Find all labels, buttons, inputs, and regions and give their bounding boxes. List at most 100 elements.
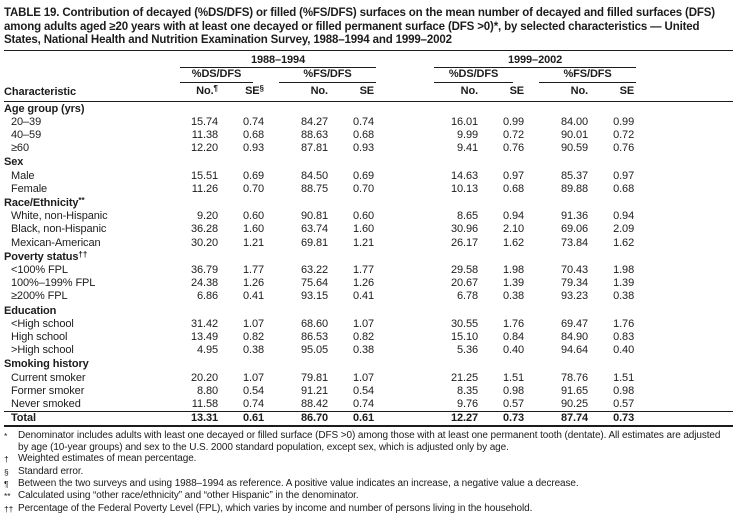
footnote-text: Standard error. <box>18 465 84 477</box>
column-gap <box>376 264 434 277</box>
cell-value: 79.81 <box>300 371 328 384</box>
table-row: Black, non-Hispanic 36.28 1.60 63.74 1.60 30.… <box>4 223 733 236</box>
spacer-cell <box>636 129 733 142</box>
table-row: >High school 4.95 0.38 95.05 0.38 5.36 0.40 94.… <box>4 344 733 357</box>
cell-value: 30.55 <box>451 317 479 330</box>
cell-value: 0.60 <box>353 210 375 223</box>
cell-value: 0.40 <box>613 344 635 357</box>
row-label: 100%–199% FPL <box>11 277 96 290</box>
col-header-no: No.¶ <box>180 82 220 102</box>
table-row: ≥60 12.20 0.93 87.81 0.93 9.41 0.76 90.59 0.76 <box>4 142 733 155</box>
cell-value: 0.76 <box>503 142 525 155</box>
table-row: 40–59 11.38 0.68 88.63 0.68 9.99 0.72 90.01 0.72 <box>4 129 733 142</box>
cell-value: 1.07 <box>353 371 375 384</box>
cell-value: 4.95 <box>196 344 218 357</box>
footnote-text: Percentage of the Federal Poverty Level … <box>18 502 533 514</box>
cell-value: 31.42 <box>190 317 218 330</box>
column-gap <box>376 318 434 331</box>
cell-value: 12.20 <box>190 142 218 155</box>
cell-value: 11.58 <box>191 397 218 410</box>
measure-group-dsdfs-1: %DS/DFS <box>180 67 266 83</box>
cell-value: 15.10 <box>451 330 479 343</box>
footnote-marker: ¶ <box>4 479 9 489</box>
cell-value: 90.59 <box>561 142 589 155</box>
cell-value: 93.15 <box>300 290 328 303</box>
table-row: <100% FPL 36.79 1.77 63.22 1.77 29.58 1.98 70.4… <box>4 264 733 277</box>
row-label: Former smoker <box>11 384 85 397</box>
cell-value: 0.61 <box>220 411 266 428</box>
cell-value: 0.57 <box>503 397 525 410</box>
cell-value: 87.74 <box>526 411 591 428</box>
row-label: Mexican-American <box>11 236 101 249</box>
row-label: <100% FPL <box>11 263 68 276</box>
row-label: Black, non-Hispanic <box>11 223 107 236</box>
column-gap <box>376 129 434 142</box>
cell-value: 0.98 <box>613 384 635 397</box>
col-header-se: SE§ <box>220 82 266 102</box>
spacer-cell <box>636 82 733 102</box>
table-title: TABLE 19. Contribution of decayed (%DS/D… <box>4 7 733 51</box>
column-gap <box>376 344 434 357</box>
row-label: 20–39 <box>11 115 42 128</box>
footnote-marker: § <box>4 466 9 477</box>
spacer-cell <box>4 67 180 83</box>
cell-value: 89.88 <box>561 182 589 195</box>
spacer-cell <box>636 142 733 155</box>
table-row: 100%–199% FPL 24.38 1.26 75.64 1.26 20.67 1.39… <box>4 277 733 290</box>
cell-value: 88.42 <box>300 397 328 410</box>
cell-value: 13.31 <box>180 411 220 428</box>
cell-value: 0.97 <box>613 169 635 182</box>
year-group-1999-2002: 1999–2002 <box>434 50 637 68</box>
cell-value: 1.77 <box>242 263 264 276</box>
cell-value: 0.70 <box>242 182 264 195</box>
cell-value: 0.83 <box>613 330 635 343</box>
spacer-cell <box>636 116 733 129</box>
column-gap <box>376 142 434 155</box>
section-header-row: Race/Ethnicity** <box>4 196 733 210</box>
row-label: Female <box>11 182 48 195</box>
spacer-cell <box>636 372 733 385</box>
cell-value: 0.99 <box>613 115 635 128</box>
cell-value: 0.69 <box>353 169 375 182</box>
row-label: Male <box>11 169 35 182</box>
cell-value: 1.21 <box>242 236 264 249</box>
row-label: <High school <box>11 317 74 330</box>
table-row: Male 15.51 0.69 84.50 0.69 14.63 0.97 85.37 0.97 <box>4 170 733 183</box>
row-label: White, non-Hispanic <box>11 210 108 223</box>
cell-value: 1.07 <box>242 371 264 384</box>
cell-value: 1.39 <box>503 277 525 290</box>
cell-value: 9.20 <box>196 210 218 223</box>
measure-group-fsdfs-2: %FS/DFS <box>526 67 637 83</box>
cell-value: 0.38 <box>353 344 375 357</box>
cell-value: 0.54 <box>242 384 264 397</box>
cell-value: 0.38 <box>242 344 264 357</box>
cell-value: 0.72 <box>613 128 635 141</box>
cell-value: 14.63 <box>451 169 479 182</box>
section-header-row: Age group (yrs) <box>4 101 733 116</box>
cell-value: 15.51 <box>190 169 218 182</box>
cell-value: 9.76 <box>457 397 479 410</box>
footnote: ¶ Between the two surveys and using 1988… <box>4 478 733 490</box>
cell-value: 1.39 <box>613 277 635 290</box>
row-label: Never smoked <box>11 397 81 410</box>
cell-value: 91.21 <box>300 384 328 397</box>
cell-value: 1.60 <box>242 223 264 236</box>
cell-value: 84.90 <box>561 330 589 343</box>
row-label: ≥60 <box>11 142 29 155</box>
section-label: Smoking history <box>4 358 89 371</box>
section-label: Education <box>4 304 57 317</box>
col-header-no: No. <box>266 82 330 102</box>
cell-value: 0.93 <box>353 142 375 155</box>
spacer-cell <box>636 51 733 68</box>
footnote: †† Percentage of the Federal Poverty Lev… <box>4 503 733 514</box>
cell-value: 90.25 <box>561 397 589 410</box>
cell-value: 94.64 <box>561 344 589 357</box>
cell-value: 91.36 <box>561 210 589 223</box>
cell-value: 0.72 <box>503 128 525 141</box>
cell-value: 0.76 <box>613 142 635 155</box>
spacer-cell <box>636 318 733 331</box>
data-table: 1988–1994 1999–2002 %DS/DFS %FS/DFS %DS/… <box>4 50 733 428</box>
cell-value: 63.22 <box>300 263 328 276</box>
cell-value: 78.76 <box>561 371 589 384</box>
cell-value: 29.58 <box>451 263 479 276</box>
